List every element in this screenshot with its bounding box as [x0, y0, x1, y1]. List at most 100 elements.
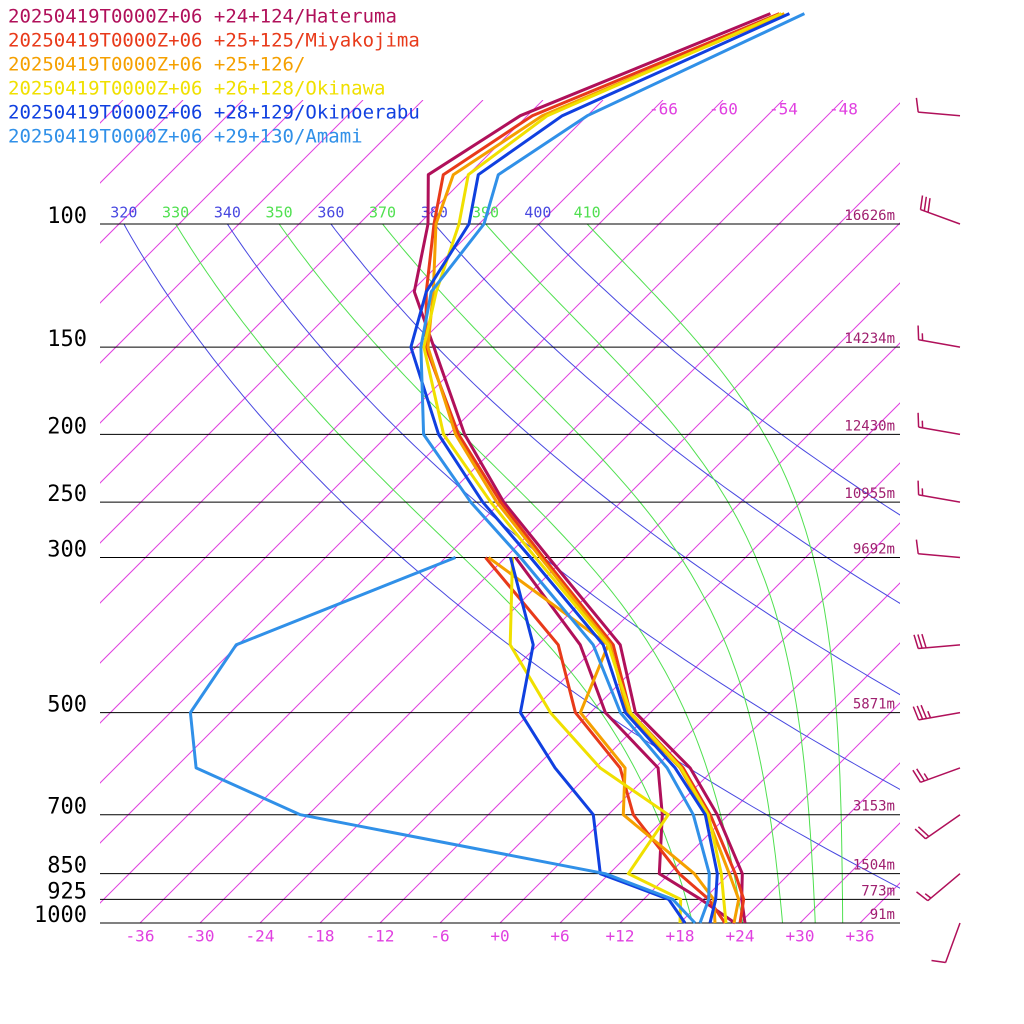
wind-barb: [913, 633, 961, 650]
dewpoint-line: [487, 556, 717, 924]
x-tick-label: +6: [550, 927, 569, 946]
x-tick-label: +0: [490, 927, 509, 946]
temperature-line: [412, 12, 771, 924]
isotherm: [100, 100, 664, 664]
legend-entry: 20250419T0000Z+06 +25+125/Miyakojima: [8, 30, 420, 52]
dewpoint-line: [508, 557, 683, 924]
adiabat-label: 330: [162, 204, 189, 222]
wind-barb: [919, 195, 961, 225]
adiabat-label: 340: [214, 204, 241, 222]
isotherm: [100, 100, 304, 304]
dry-adiabat: [537, 224, 900, 516]
x-tick-label: +12: [606, 927, 635, 946]
isotherm: [100, 100, 244, 244]
isotherm: [100, 100, 184, 184]
wind-barb: [912, 767, 961, 784]
height-label: 3153m: [853, 799, 895, 815]
isotherm: [319, 342, 900, 923]
y-tick-label: 100: [47, 204, 87, 229]
temperature-line: [409, 12, 791, 924]
isotherm: [100, 100, 484, 484]
x-tick-label: -30: [186, 927, 215, 946]
height-label: 12430m: [844, 418, 895, 434]
adiabat-label: 360: [317, 204, 344, 222]
wind-barb: [916, 873, 961, 902]
wind-barb: [914, 814, 961, 840]
legend-entry: 20250419T0000Z+06 +25+126/: [8, 54, 305, 76]
isotherm: [559, 582, 900, 923]
x-tick-label: -6: [430, 927, 449, 946]
adiabat-label: 370: [369, 204, 396, 222]
isotherm-label: -66: [649, 100, 678, 119]
legend-entry: 20250419T0000Z+06 +26+128/Okinawa: [8, 78, 386, 100]
adiabat-label: 410: [574, 204, 601, 222]
isotherm: [679, 702, 900, 923]
isotherm: [100, 100, 364, 364]
x-tick-label: +36: [846, 927, 875, 946]
isotherm: [100, 100, 724, 724]
isotherm: [499, 522, 900, 923]
height-label: 10955m: [844, 486, 895, 502]
adiabat-label: 350: [266, 204, 293, 222]
height-label: 5871m: [853, 697, 895, 713]
y-tick-label: 850: [47, 854, 87, 879]
y-tick-label: 500: [47, 693, 87, 718]
isotherm: [100, 100, 784, 784]
isotherm: [100, 100, 844, 844]
isotherms: [0, 100, 900, 923]
temperature-line: [426, 12, 785, 924]
wind-barb: [917, 325, 961, 348]
temperature-line: [424, 12, 780, 924]
isotherm: [100, 100, 424, 424]
moist-adiabat: [278, 224, 744, 923]
x-tick-label: -24: [246, 927, 275, 946]
adiabat-label: 400: [524, 204, 551, 222]
y-tick-label: 200: [47, 414, 87, 439]
height-label: 773m: [861, 883, 895, 899]
y-tick-label: 300: [47, 538, 87, 563]
isotherm: [100, 100, 604, 604]
dry-adiabat: [433, 224, 900, 604]
x-tick-label: +30: [786, 927, 815, 946]
isotherm-label: -60: [709, 100, 738, 119]
dewpoint-line: [514, 556, 736, 925]
dewpoint-line: [484, 556, 727, 924]
height-label: 1504m: [853, 858, 895, 874]
isotherm: [259, 282, 900, 923]
y-tick-label: 700: [47, 795, 87, 820]
wind-barb: [931, 922, 961, 964]
y-tick-label: 925: [47, 879, 87, 904]
temperature-line: [422, 12, 782, 924]
isotherm: [100, 100, 544, 544]
x-tick-label: +18: [666, 927, 695, 946]
isotherm: [799, 822, 900, 923]
wind-barb: [915, 97, 961, 117]
isotherm-label: -48: [829, 100, 858, 119]
moist-adiabat: [381, 224, 783, 923]
isotherm: [139, 162, 900, 923]
wind-barb: [917, 480, 961, 503]
isotherm: [199, 222, 900, 923]
legend-entry: 20250419T0000Z+06 +24+124/Hateruma: [8, 6, 397, 28]
x-tick-label: -36: [126, 927, 155, 946]
legend-entry: 20250419T0000Z+06 +28+129/Okinoerabu: [8, 102, 420, 124]
isotherm: [379, 402, 900, 923]
dry-adiabat: [123, 224, 900, 889]
legend-entry: 20250419T0000Z+06 +29+130/Amami: [8, 126, 363, 148]
isotherm: [0, 100, 3, 923]
isotherm: [439, 462, 900, 923]
adiabats: [123, 224, 900, 923]
x-tick-label: -18: [306, 927, 335, 946]
x-tick-label: -12: [366, 927, 395, 946]
isotherm: [739, 762, 900, 923]
height-label: 91m: [870, 907, 895, 923]
height-label: 14234m: [844, 331, 895, 347]
y-tick-label: 1000: [34, 903, 87, 928]
height-label: 9692m: [853, 542, 895, 558]
wind-barb: [912, 704, 961, 721]
y-tick-label: 150: [47, 327, 87, 352]
y-tick-label: 250: [47, 482, 87, 507]
x-tick-label: +24: [726, 927, 755, 946]
